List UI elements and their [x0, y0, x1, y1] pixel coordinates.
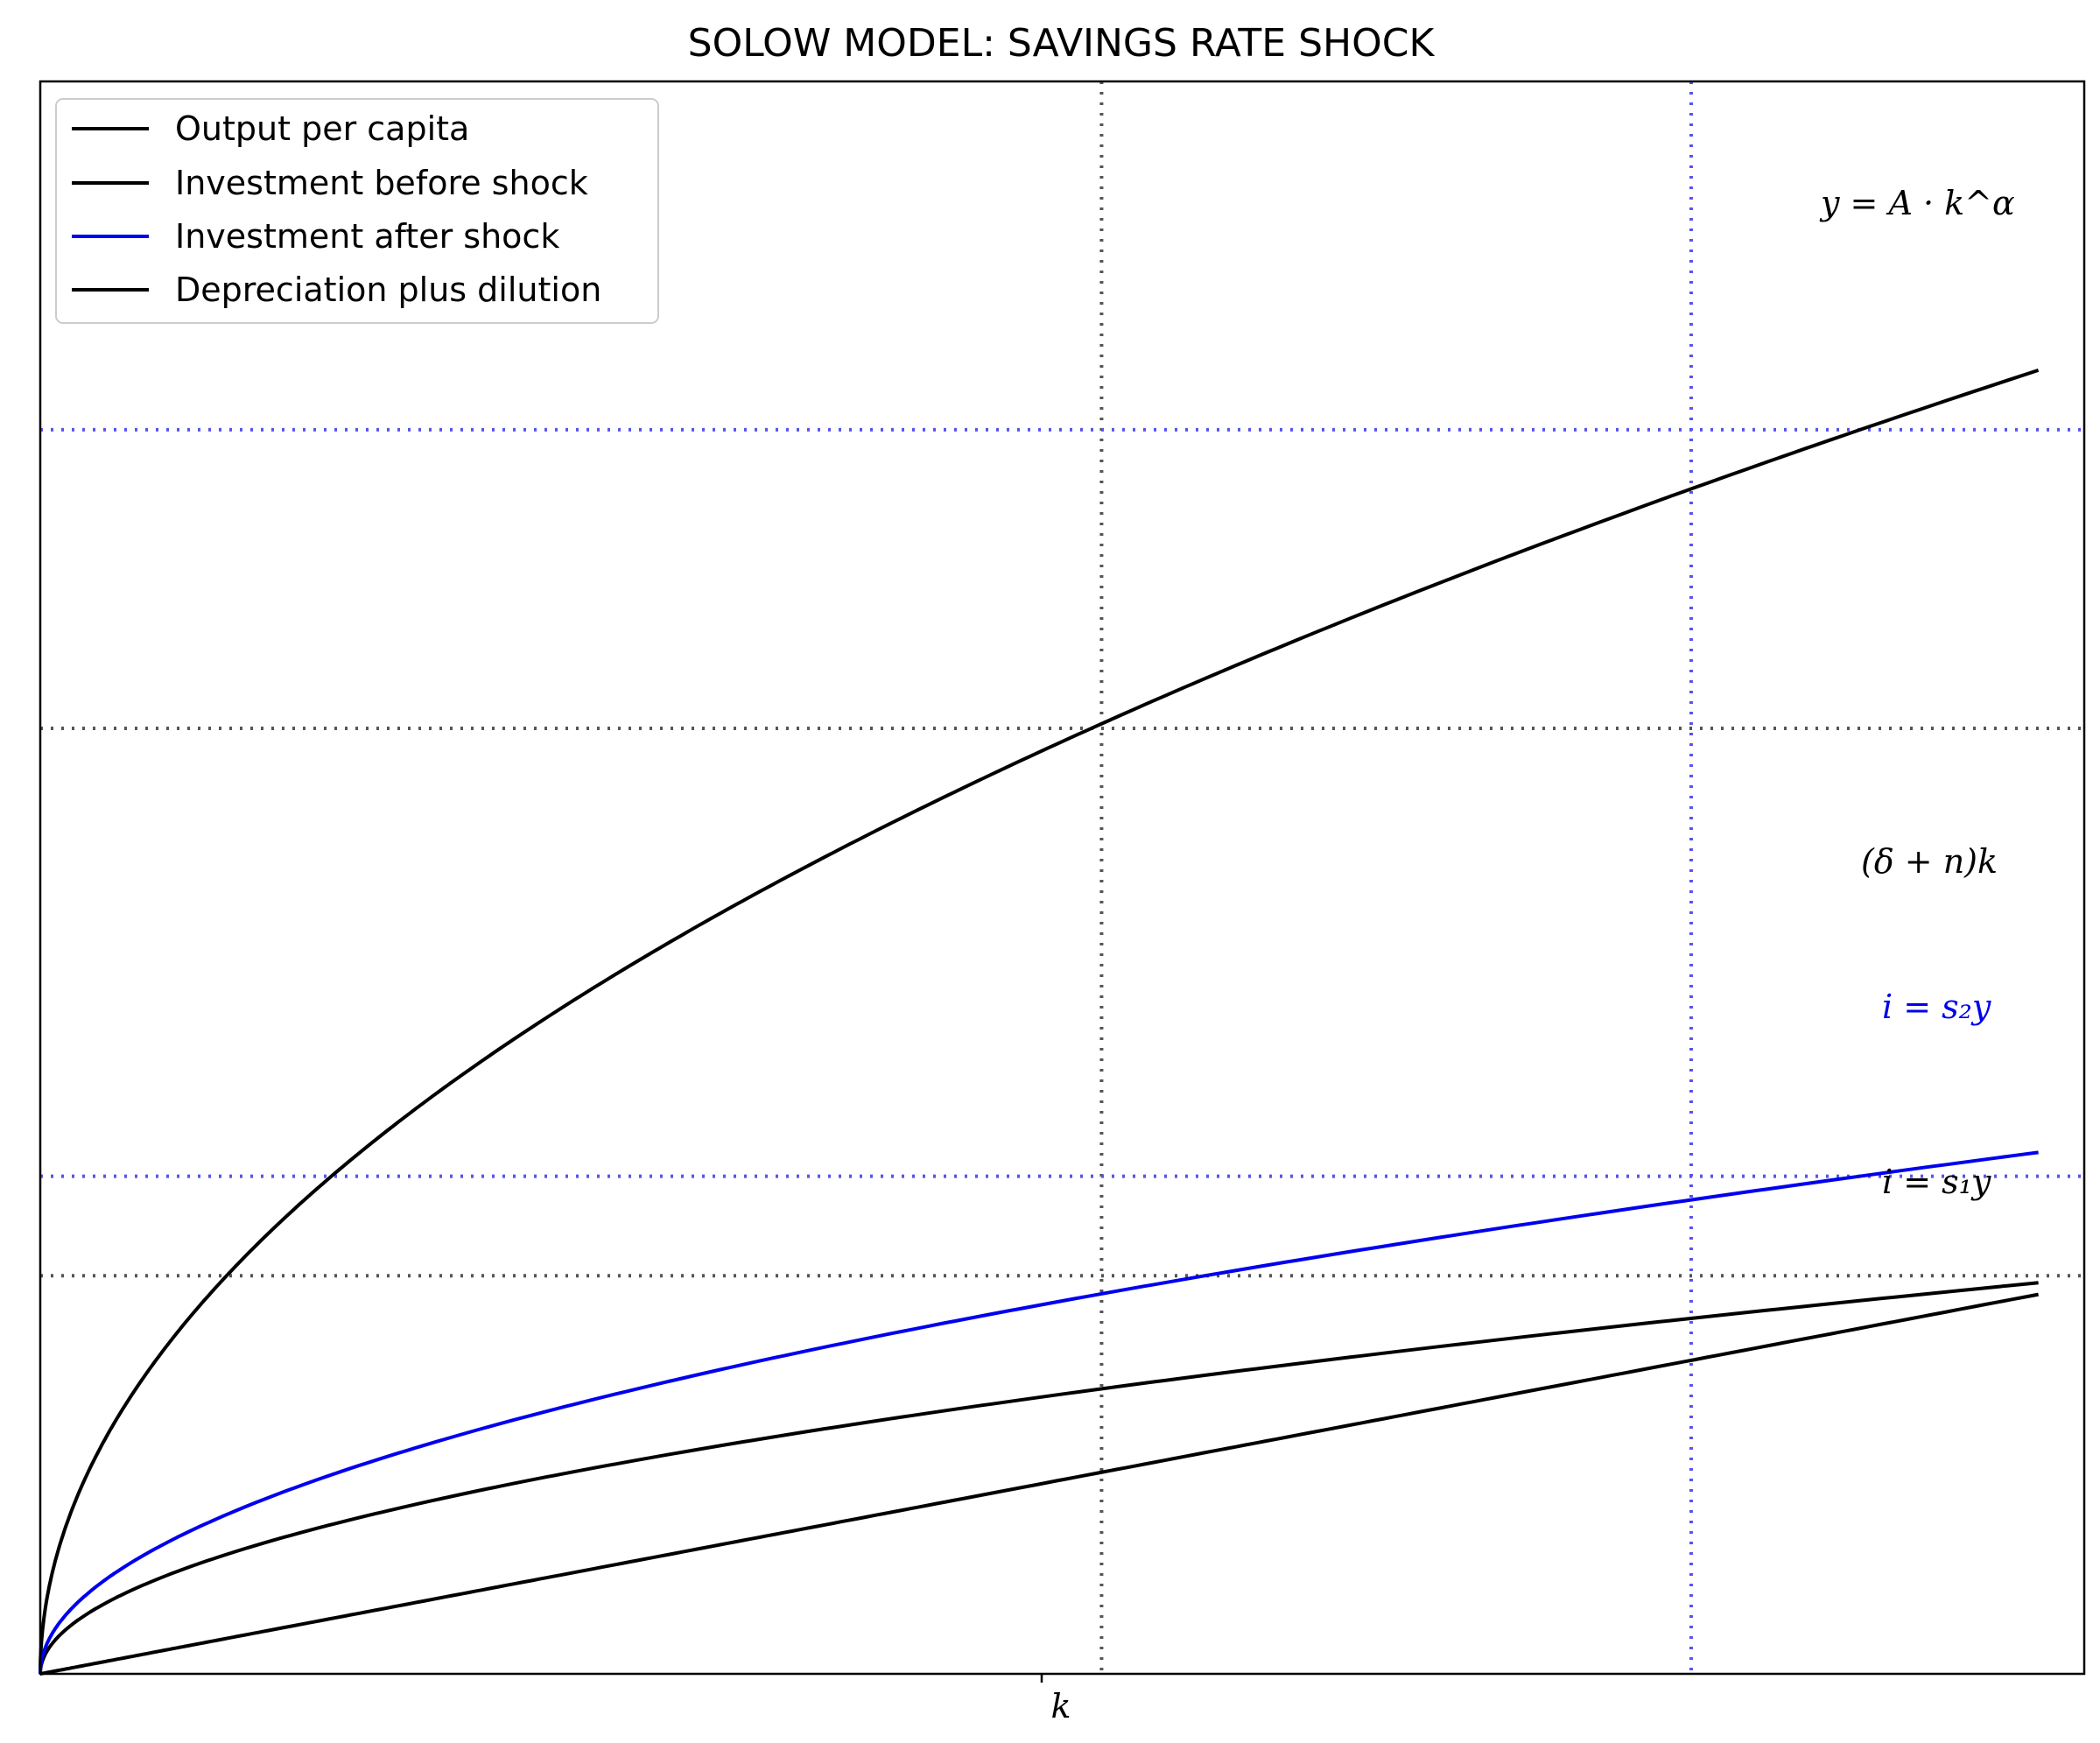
reference-lines [40, 81, 2084, 1674]
legend-label-investment-after: Investment after shock [175, 217, 559, 256]
investment-before-label: i = s₁y [1882, 1163, 1991, 1201]
chart-title: SOLOW MODEL: SAVINGS RATE SHOCK [688, 21, 1436, 66]
depreciation-dilution-line [39, 1292, 2039, 1676]
legend-label-investment-before: Investment before shock [175, 164, 588, 202]
curve-labels: y = A · k^α (δ + n)k i = s₂y i = s₁y [1819, 184, 2015, 1201]
legend[interactable]: Output per capita Investment before shoc… [55, 98, 659, 324]
legend-label-depreciation: Depreciation plus dilution [175, 271, 601, 309]
curves [39, 369, 2040, 1676]
output-per-capita-curve [39, 369, 2040, 1674]
investment-before-curve [39, 1281, 2039, 1675]
plot-frame [39, 80, 2086, 1676]
output-curve-label: y = A · k^α [1819, 184, 2015, 222]
legend-box [55, 98, 659, 324]
x-tick-label: k [1050, 1687, 1071, 1725]
investment-after-curve [39, 1150, 2039, 1674]
x-tick: k [1040, 1674, 1071, 1725]
investment-after-label: i = s₂y [1882, 987, 1991, 1026]
legend-label-output: Output per capita [175, 109, 469, 148]
depreciation-curve-label: (δ + n)k [1861, 842, 1998, 881]
